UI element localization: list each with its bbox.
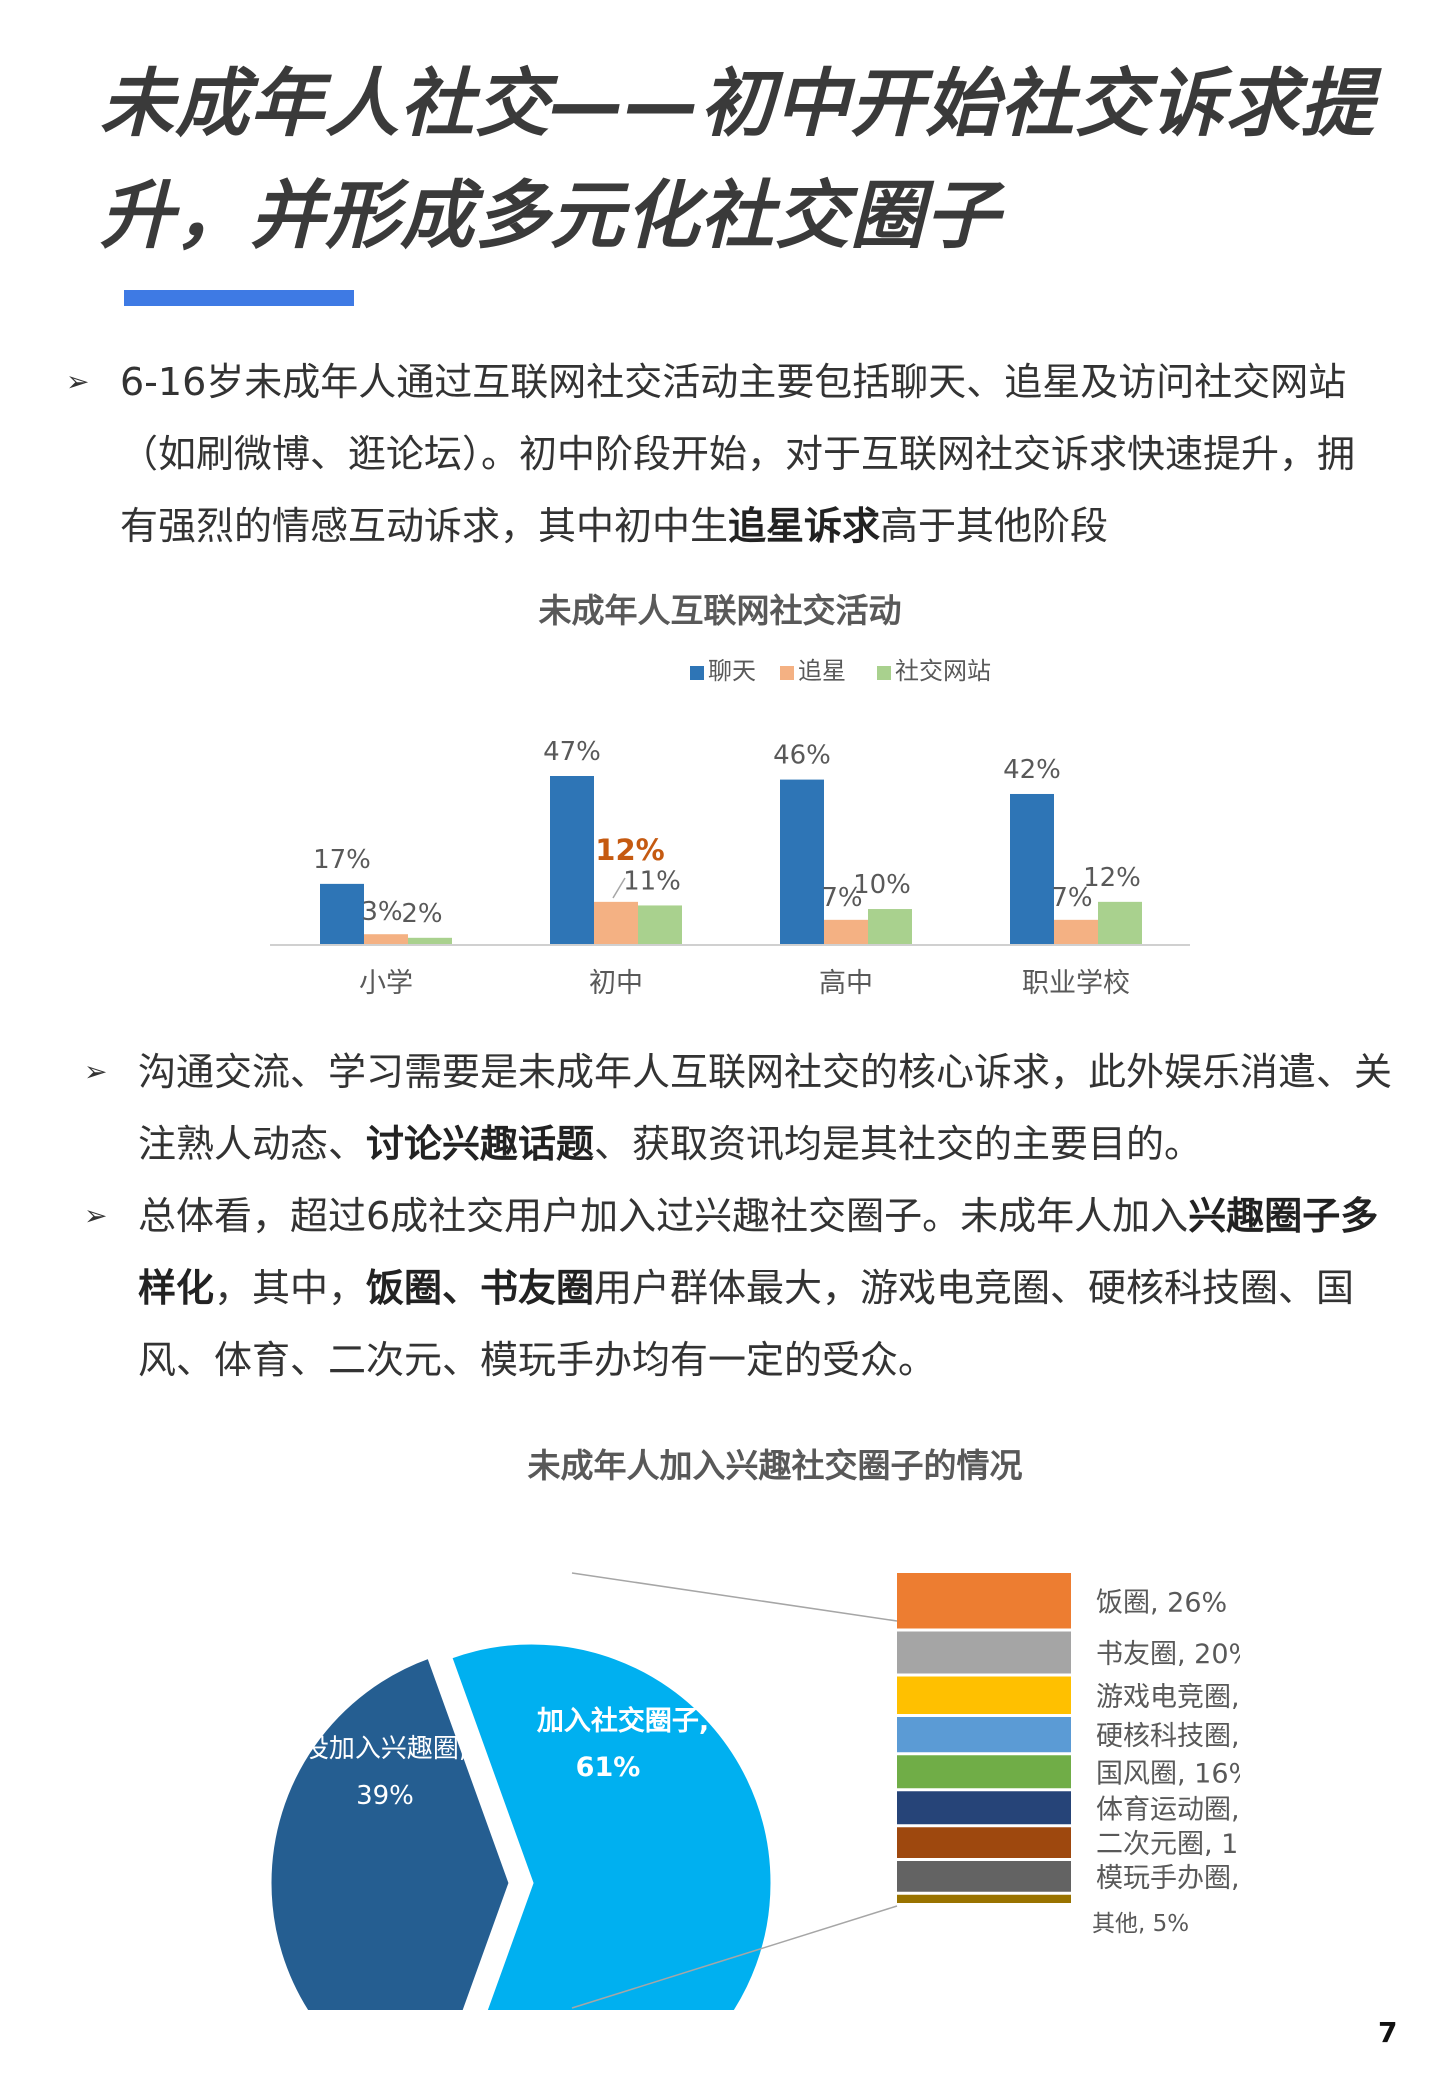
interest-circle-pie-chart: 未成年人加入兴趣社交圈子的情况 加入社交圈子, 61% 没加入兴趣圈, 39% 饭圈,… (268, 1446, 1240, 2010)
breakdown-label-6: 二次元圈, 15% (1096, 1829, 1240, 1860)
label-leader-line (612, 877, 626, 899)
title-accent-bar (124, 290, 354, 306)
page-number: 7 (1378, 2016, 1398, 2049)
bar-3-0 (1010, 793, 1054, 945)
bar-1-1 (594, 901, 638, 945)
bar-value-label-2-2: 10% (853, 870, 911, 900)
arrow-bullet-icon: ➢ (84, 1199, 108, 1232)
chart-title: 未成年人加入兴趣社交圈子的情况 (528, 1446, 1023, 1485)
x-tick-label-0: 小学 (359, 968, 413, 999)
breakdown-segment-5 (897, 1791, 1071, 1825)
arrow-bullet-icon: ➢ (84, 1055, 108, 1088)
bullet-text-end: 高于其他阶段 (880, 504, 1109, 548)
bar-0-0 (320, 883, 364, 945)
connector-bottom (571, 1905, 898, 2009)
breakdown-label-1: 书友圈, 20% (1096, 1639, 1240, 1670)
pie-value-joined: 61% (576, 1752, 641, 1783)
breakdown-segment-7 (897, 1861, 1071, 1892)
arrow-bullet-icon: ➢ (66, 365, 90, 398)
bullet-text: 沟通交流、学习需要是未成年人互联网社交的核心诉求，此外娱乐消遣、关注熟人动态、 (138, 1050, 1393, 1166)
page-title: 未成年人社交——初中开始社交诉求提 升，并形成多元化社交圈子 (100, 48, 1390, 272)
breakdown-label-7: 模玩手办圈, 15% (1096, 1863, 1240, 1894)
bar-value-label-1-1: 12% (595, 833, 664, 867)
bar-value-label-3-2: 12% (1083, 863, 1141, 893)
bar-value-label-0-2: 2% (401, 899, 442, 929)
pie-slices: 加入社交圈子, 61% 没加入兴趣圈, 39% (268, 1641, 774, 2010)
bullet-text: 总体看，超过6成社交用户加入过兴趣社交圈子。未成年人加入 (138, 1194, 1189, 1238)
breakdown-label-5: 体育运动圈, 16% (1096, 1794, 1240, 1825)
bar-2-0 (780, 779, 824, 945)
pie-slice-not-joined (268, 1655, 512, 2010)
bar-value-label-1-0: 47% (543, 737, 601, 767)
bar-value-label-3-0: 42% (1003, 755, 1061, 785)
bar-value-label-2-1: 7% (821, 883, 862, 913)
x-tick-label-3: 职业学校 (1022, 968, 1130, 999)
bar-value-label-1-2: 11% (623, 866, 681, 896)
bullet-social-activities: ➢ 6-16岁未成年人通过互联网社交活动主要包括聊天、追星及访问社交网站（如刷微… (66, 346, 1390, 562)
x-axis-labels: 小学 初中 高中 职业学校 (359, 968, 1130, 999)
bar-3-1 (1054, 919, 1098, 945)
breakdown-stacked-bar: 饭圈, 26% 书友圈, 20% 游戏电竞圈, 18% 硬核科技圈, 17% 国风圈, … (897, 1573, 1240, 1937)
pie-label-not-joined: 没加入兴趣圈, (303, 1734, 467, 1764)
bullet-text-mid: ，其中， (214, 1266, 367, 1310)
bullet-bold: 讨论兴趣话题 (366, 1122, 595, 1166)
bullet-interest-circles: ➢ 总体看，超过6成社交用户加入过兴趣社交圈子。未成年人加入兴趣圈子多样化，其中… (84, 1180, 1396, 1396)
x-tick-label-1: 初中 (589, 968, 643, 999)
breakdown-segment-4 (897, 1755, 1071, 1789)
bar-value-label-2-0: 46% (773, 741, 831, 771)
legend-label-1: 追星 (798, 657, 846, 685)
breakdown-segment-8 (897, 1894, 1071, 1903)
bar-2-1 (824, 919, 868, 945)
pie-value-not-joined: 39% (356, 1781, 414, 1811)
bar-value-label-0-1: 3% (361, 897, 402, 927)
bar-value-label-3-1: 7% (1051, 883, 1092, 913)
bar-1-0 (550, 776, 594, 945)
title-line-2: 升，并形成多元化社交圈子 (100, 173, 1000, 259)
legend-label-2: 社交网站 (895, 657, 991, 685)
breakdown-label-3: 硬核科技圈, 17% (1096, 1721, 1240, 1752)
breakdown-label-2: 游戏电竞圈, 18% (1096, 1682, 1240, 1713)
social-activities-bar-chart: 未成年人互联网社交活动 聊天 追星 社交网站 17%3%2%47%12%11%46%… (270, 591, 1190, 999)
legend-label-0: 聊天 (708, 657, 756, 685)
bar-value-label-0-0: 17% (313, 845, 371, 875)
breakdown-label-0: 饭圈, 26% (1096, 1587, 1227, 1618)
connector-top (571, 1572, 898, 1622)
bullet-social-needs: ➢ 沟通交流、学习需要是未成年人互联网社交的核心诉求，此外娱乐消遣、关注熟人动态… (84, 1036, 1410, 1180)
breakdown-segment-1 (897, 1631, 1071, 1674)
bullet-bold-2: 饭圈、书友圈 (366, 1266, 595, 1310)
chart-title: 未成年人互联网社交活动 (539, 591, 902, 630)
bullet-bold: 兴趣圈子多样化 (138, 1194, 1379, 1310)
legend-swatch-2 (877, 666, 891, 680)
bullet-text-end: 、获取资讯均是其社交的主要目的。 (594, 1122, 1203, 1166)
pie-slice-joined (448, 1641, 774, 2010)
bullet-text-end: 用户群体最大，游戏电竞圈、硬核科技圈、国风、体育、二次元、模玩手办均有一定的受众… (138, 1266, 1355, 1382)
bar-0-2 (408, 937, 452, 945)
breakdown-segment-0 (897, 1573, 1071, 1629)
title-line-1: 未成年人社交——初中开始社交诉求提 (100, 61, 1375, 147)
bar-1-2 (638, 905, 682, 945)
bullet-bold: 追星诉求 (728, 504, 881, 548)
chart-bars: 17%3%2%47%12%11%46%7%10%42%7%12% (313, 737, 1142, 945)
pie-label-joined: 加入社交圈子, (537, 1705, 709, 1737)
legend-swatch-1 (780, 666, 794, 680)
breakdown-segment-3 (897, 1717, 1071, 1753)
breakdown-connector-lines (571, 1572, 898, 2009)
breakdown-segment-2 (897, 1676, 1071, 1714)
breakdown-label-4: 国风圈, 16% (1096, 1758, 1240, 1789)
bar-3-2 (1098, 901, 1142, 945)
breakdown-segment-6 (897, 1827, 1071, 1858)
bar-0-1 (364, 934, 408, 945)
bar-2-2 (868, 909, 912, 945)
chart-legend: 聊天 追星 社交网站 (690, 657, 991, 685)
breakdown-label-8: 其他, 5% (1092, 1911, 1189, 1937)
x-tick-label-2: 高中 (819, 968, 873, 999)
bullet-text: 6-16岁未成年人通过互联网社交活动主要包括聊天、追星及访问社交网站（如刷微博、… (120, 360, 1356, 548)
legend-swatch-0 (690, 666, 704, 680)
